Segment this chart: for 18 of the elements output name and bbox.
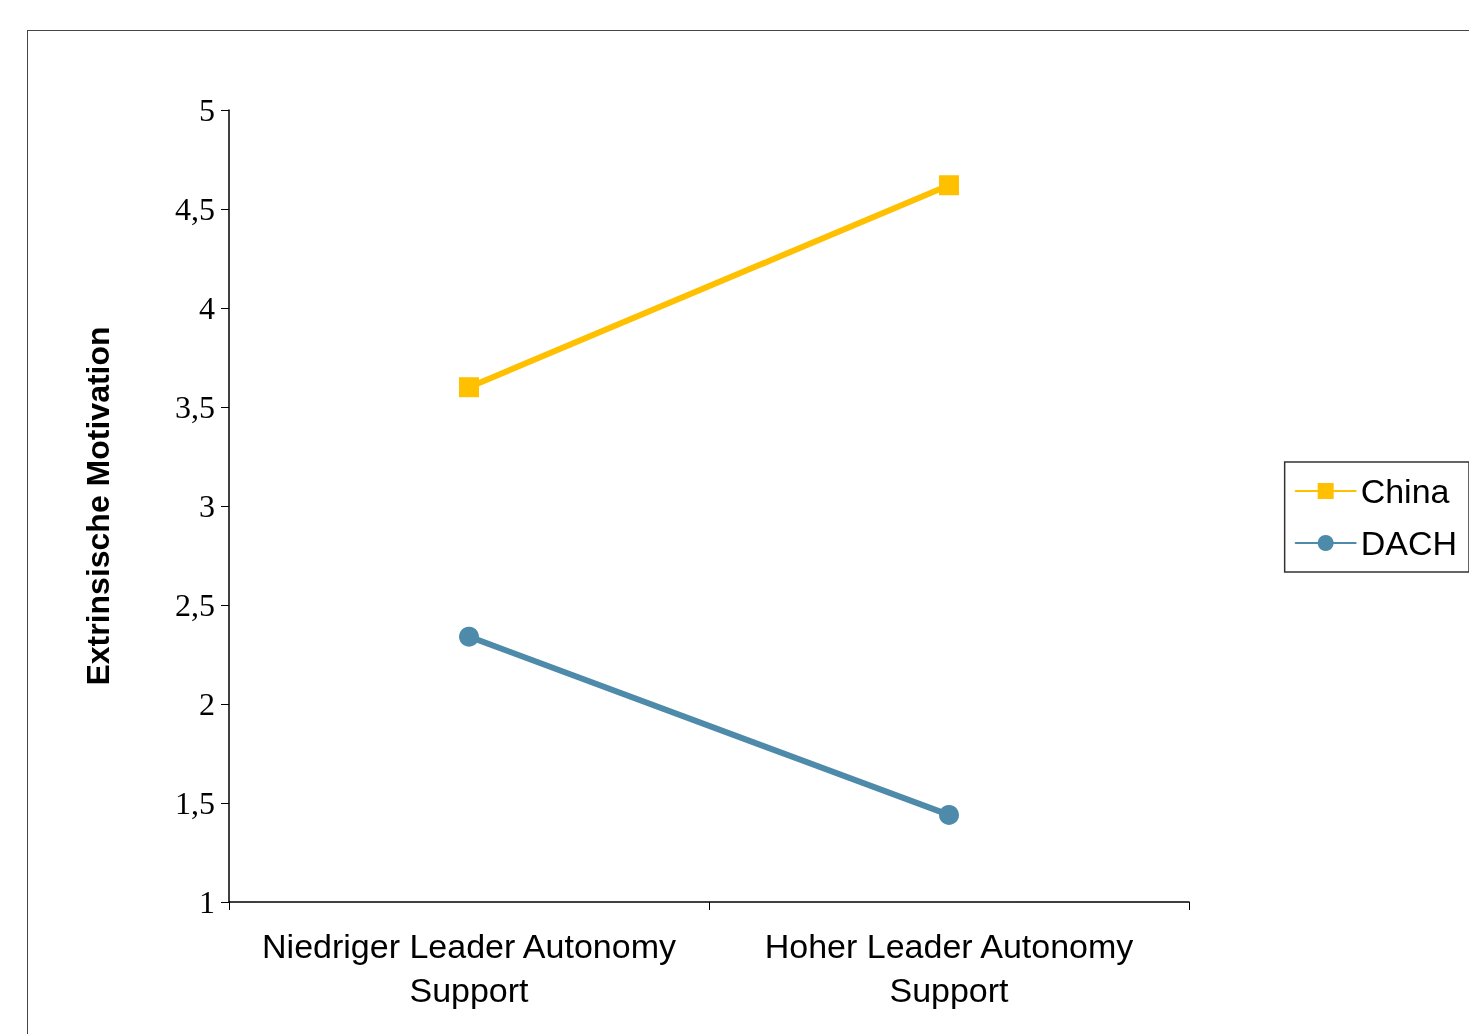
- x-tick-label: Niedriger Leader Autonomy Support: [262, 927, 676, 1009]
- y-tick-label: 4: [199, 290, 215, 326]
- point: [459, 626, 479, 647]
- y-tick-label: 4,5: [175, 191, 215, 227]
- y-tick-label: 1,5: [175, 785, 215, 821]
- point: [939, 804, 959, 825]
- y-tick-label: 1: [199, 884, 215, 920]
- legend-label: DACH: [1360, 524, 1457, 562]
- y-axis-title: Extrinsische Motivation: [80, 326, 116, 686]
- y-tick-label: 2,5: [175, 587, 215, 623]
- y-tick-label: 3,5: [175, 389, 215, 425]
- legend-label: China: [1360, 472, 1450, 510]
- point: [459, 377, 479, 398]
- point: [939, 175, 959, 196]
- y-tick-label: 2: [199, 686, 215, 722]
- x-tick-label: Hoher Leader Autonomy Support: [764, 927, 1134, 1009]
- y-tick-label: 3: [199, 488, 215, 524]
- y-tick-label: 5: [199, 92, 215, 128]
